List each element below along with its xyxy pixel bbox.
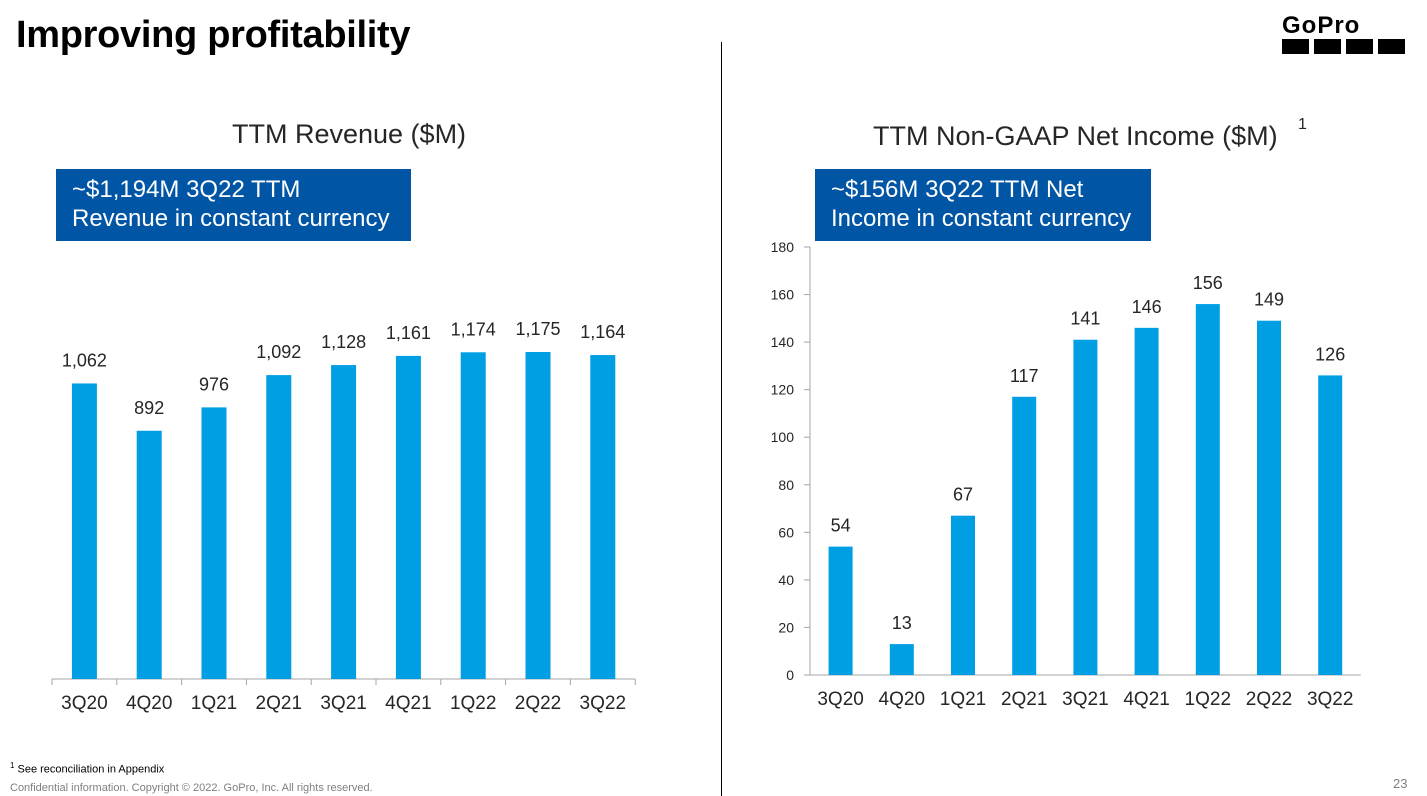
income-data-label: 141 <box>1070 309 1100 329</box>
income-x-tick-label: 4Q21 <box>1123 689 1169 710</box>
revenue-x-tick-label: 1Q22 <box>450 693 496 714</box>
footnote: 1 See reconciliation in Appendix <box>10 761 165 776</box>
revenue-x-tick-label: 3Q20 <box>61 693 107 714</box>
revenue-data-label: 892 <box>134 398 164 418</box>
revenue-data-label: 1,174 <box>451 319 496 339</box>
svg-text:GoPro: GoPro <box>1282 12 1360 39</box>
revenue-callout-line-2: Revenue in constant currency <box>72 205 390 232</box>
revenue-x-tick-label: 2Q22 <box>515 693 561 714</box>
revenue-x-tick-label: 4Q20 <box>126 693 172 714</box>
revenue-data-label: 1,092 <box>256 342 301 362</box>
income-data-label: 54 <box>831 516 851 536</box>
income-x-tick-label: 2Q21 <box>1001 689 1047 710</box>
income-y-tick-label: 20 <box>778 619 794 635</box>
income-x-tick-label: 1Q21 <box>940 689 986 710</box>
income-bar-4Q21 <box>1134 327 1159 675</box>
income-x-tick-label: 2Q22 <box>1246 689 1292 710</box>
revenue-callout-line-1: ~$1,194M 3Q22 TTM <box>72 176 301 203</box>
revenue-bar-4Q20 <box>136 430 162 679</box>
income-data-label: 149 <box>1254 290 1284 310</box>
income-x-tick-label: 1Q22 <box>1185 689 1231 710</box>
income-title-footnote-marker: 1 <box>1298 116 1307 133</box>
income-data-label: 13 <box>892 613 912 633</box>
revenue-x-tick-label: 4Q21 <box>385 693 431 714</box>
income-x-tick-label: 3Q20 <box>817 689 863 710</box>
income-x-tick-label: 4Q20 <box>879 689 925 710</box>
revenue-data-label: 1,128 <box>321 332 366 352</box>
income-y-tick-label: 40 <box>778 572 794 588</box>
revenue-data-label: 1,062 <box>62 350 107 370</box>
income-data-label: 156 <box>1193 273 1223 293</box>
revenue-chart: 1,062 3Q20 892 4Q20 976 1Q21 1,092 2Q21 1,128 3Q2… <box>51 319 636 714</box>
income-x-tick-label: 3Q22 <box>1307 689 1353 710</box>
income-bar-2Q22 <box>1257 320 1281 675</box>
income-bar-3Q20 <box>828 546 853 675</box>
revenue-bar-2Q22 <box>525 352 551 679</box>
revenue-data-label: 1,164 <box>580 322 625 342</box>
income-y-tick-label: 0 <box>786 667 794 683</box>
income-callout-line-1: ~$156M 3Q22 TTM Net <box>831 176 1084 203</box>
income-callout-line-2: Income in constant currency <box>831 205 1132 232</box>
income-chart: 0 20 40 60 80 100 120 140 160 180 54 3Q20 13 4Q20 67 1Q… <box>771 239 1361 710</box>
revenue-chart-title: TTM Revenue ($M) <box>232 119 467 149</box>
income-data-label: 146 <box>1132 297 1162 317</box>
income-bar-2Q21 <box>1012 396 1037 675</box>
copyright-notice: Confidential information. Copyright © 20… <box>10 782 373 794</box>
revenue-data-label: 1,175 <box>515 319 560 339</box>
page-number: 23 <box>1393 776 1408 791</box>
revenue-bar-1Q21 <box>201 407 227 679</box>
income-bar-4Q20 <box>889 644 914 675</box>
revenue-callout: ~$1,194M 3Q22 TTM Revenue in constant cu… <box>56 169 411 241</box>
revenue-bar-3Q20 <box>71 383 97 679</box>
income-y-tick-label: 140 <box>771 334 795 350</box>
revenue-x-tick-label: 3Q22 <box>580 693 626 714</box>
income-y-tick-label: 120 <box>771 382 795 398</box>
income-data-label: 117 <box>1010 366 1039 386</box>
income-y-tick-label: 80 <box>778 477 794 493</box>
revenue-bar-3Q22 <box>590 355 616 679</box>
revenue-data-label: 976 <box>199 374 229 394</box>
revenue-bar-2Q21 <box>266 375 292 679</box>
page-title: Improving profitability <box>16 14 411 56</box>
income-bar-3Q22 <box>1318 375 1343 675</box>
revenue-data-label: 1,161 <box>386 323 431 343</box>
revenue-x-tick-label: 2Q21 <box>256 693 302 714</box>
income-y-tick-label: 100 <box>771 429 795 445</box>
revenue-bar-3Q21 <box>331 365 357 679</box>
income-chart-title: TTM Non-GAAP Net Income ($M) <box>873 121 1278 151</box>
panel-divider <box>721 42 722 796</box>
income-y-tick-label: 60 <box>778 524 794 540</box>
income-callout: ~$156M 3Q22 TTM Net Income in constant c… <box>815 169 1151 241</box>
income-bar-3Q21 <box>1073 339 1098 675</box>
income-y-tick-label: 180 <box>771 239 795 255</box>
revenue-x-tick-label: 3Q21 <box>320 693 366 714</box>
revenue-x-tick-label: 1Q21 <box>191 693 237 714</box>
income-x-tick-label: 3Q21 <box>1062 689 1108 710</box>
income-data-label: 67 <box>953 485 973 505</box>
income-data-label: 126 <box>1315 344 1345 364</box>
revenue-bar-4Q21 <box>395 355 421 679</box>
income-bar-1Q21 <box>951 515 975 675</box>
revenue-bar-1Q22 <box>460 352 486 679</box>
income-y-tick-label: 160 <box>771 287 795 303</box>
income-bar-1Q22 <box>1195 304 1220 675</box>
gopro-logo: GoPro <box>1282 12 1405 54</box>
